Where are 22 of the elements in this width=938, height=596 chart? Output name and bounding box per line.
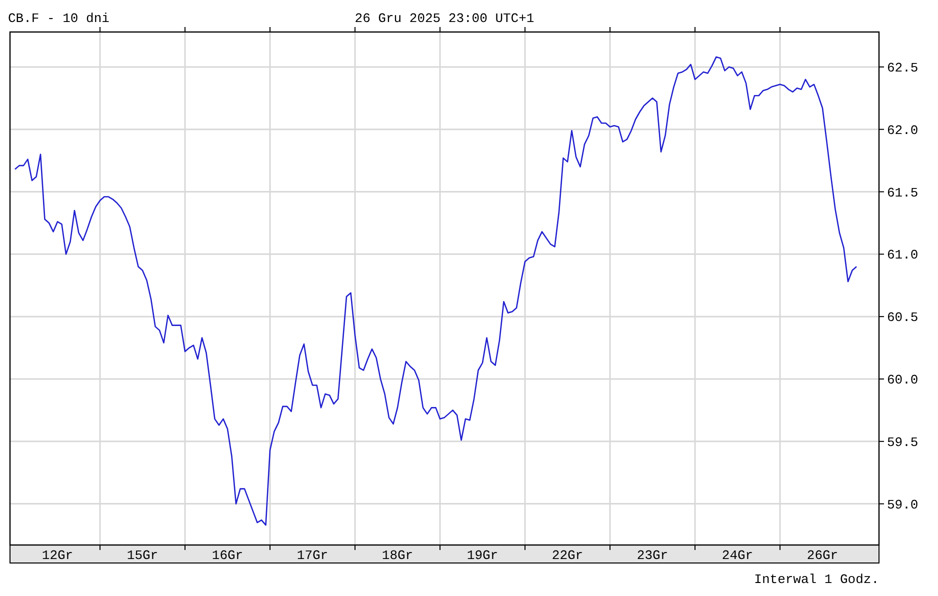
x-tick-label: 26Gr — [806, 548, 838, 563]
x-tick-label: 24Gr — [722, 548, 754, 563]
x-tick-label: 12Gr — [42, 548, 74, 563]
x-tick-label: 18Gr — [382, 548, 414, 563]
y-tick-label: 62.5 — [887, 60, 918, 76]
y-tick-label: 60.5 — [887, 310, 918, 326]
x-tick-label: 19Gr — [466, 548, 498, 563]
y-tick-label: 61.5 — [887, 185, 918, 200]
y-tick-label: 61.0 — [887, 248, 918, 263]
line-series — [14, 56, 858, 526]
x-tick-label: 23Gr — [636, 548, 668, 563]
text: Interwal 1 Godz. — [754, 572, 879, 587]
y-tick-label: 62.0 — [887, 122, 918, 138]
chart-subtitle: 26 Gru 2025 23:00 UTC+1 — [354, 11, 534, 26]
y-tick-label: 59.5 — [887, 434, 918, 450]
x-tick-label: 15Gr — [126, 548, 158, 563]
x-tick-label: 17Gr — [296, 548, 328, 563]
x-tick-label: 16Gr — [212, 548, 244, 563]
y-tick-label: 59.0 — [887, 497, 918, 512]
y-tick-label: 60.0 — [887, 372, 918, 388]
chart-title: CB.F - 10 dni — [8, 11, 110, 26]
x-tick-label: 22Gr — [552, 548, 584, 563]
